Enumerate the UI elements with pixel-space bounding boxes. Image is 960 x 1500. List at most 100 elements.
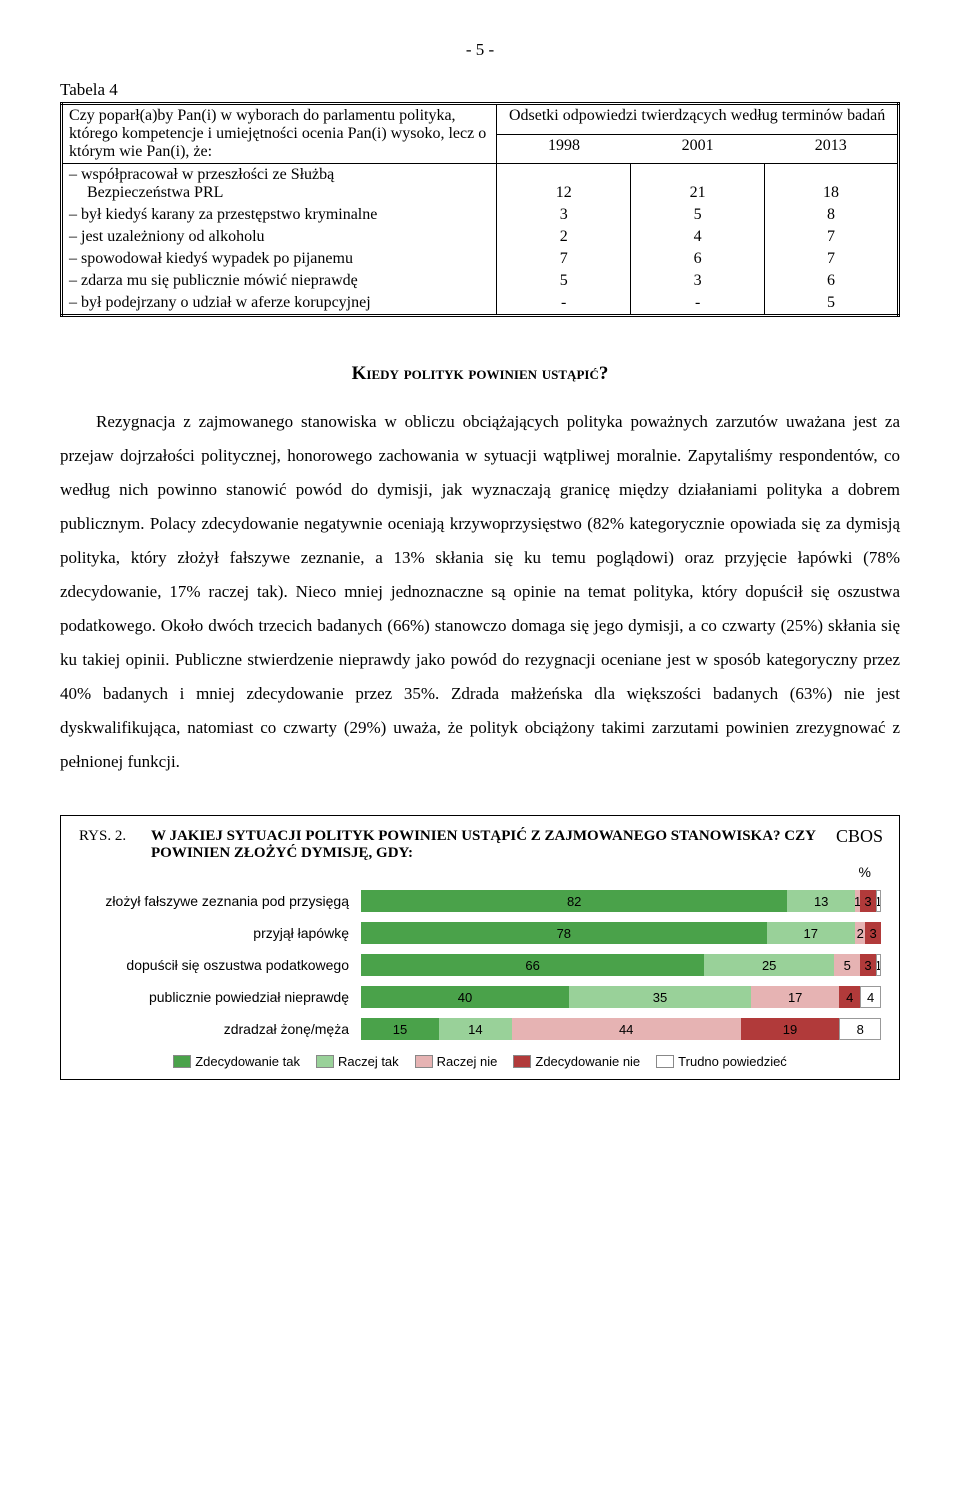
row-label: zdarza mu się publicznie mówić nieprawdę <box>62 270 497 292</box>
col-year-2: 2013 <box>765 134 899 163</box>
bar-segment: 66 <box>361 954 704 976</box>
legend-label: Raczej tak <box>338 1054 399 1069</box>
bar-segment: 1 <box>876 890 881 912</box>
bar-segment: 17 <box>751 986 839 1008</box>
prose-text: Rezygnacja z zajmowanego stanowiska w ob… <box>60 405 900 779</box>
bar-row: zdradzał żonę/męża151444198 <box>79 1018 881 1040</box>
bar-segment: 3 <box>860 954 876 976</box>
bar-track: 781723 <box>361 922 881 944</box>
bar-segment: 4 <box>839 986 860 1008</box>
bar-label: przyjął łapówkę <box>79 925 361 941</box>
bar-segment: 2 <box>855 922 865 944</box>
bar-row: dopuścił się oszustwa podatkowego6625531 <box>79 954 881 976</box>
bar-label: zdradzał żonę/męża <box>79 1021 361 1037</box>
bar-segment: 3 <box>860 890 876 912</box>
bar-segment: 44 <box>512 1018 741 1040</box>
legend-label: Trudno powiedzieć <box>678 1054 787 1069</box>
bar-segment: 14 <box>439 1018 512 1040</box>
row-label: spowodował kiedyś wypadek po pijanemu <box>62 248 497 270</box>
legend-label: Zdecydowanie tak <box>195 1054 300 1069</box>
col-year-1: 2001 <box>631 134 765 163</box>
cell: 4 <box>631 226 765 248</box>
cbos-brand: CBOS <box>836 826 883 847</box>
legend-swatch <box>316 1055 334 1068</box>
section-heading: Kiedy polityk powinien ustąpić? <box>60 363 900 385</box>
bar-segment: 40 <box>361 986 569 1008</box>
bar-segment: 19 <box>741 1018 840 1040</box>
cell: 5 <box>765 292 899 316</box>
table-row: jest uzależniony od alkoholu247 <box>62 226 899 248</box>
legend-item: Raczej tak <box>316 1054 399 1069</box>
cell: 3 <box>497 204 631 226</box>
legend-item: Zdecydowanie nie <box>513 1054 640 1069</box>
row-label: był kiedyś karany za przestępstwo krymin… <box>62 204 497 226</box>
table-row: był kiedyś karany za przestępstwo krymin… <box>62 204 899 226</box>
bar-segment: 4 <box>860 986 881 1008</box>
cell: 3 <box>631 270 765 292</box>
bar-track: 151444198 <box>361 1018 881 1040</box>
bar-segment: 5 <box>834 954 860 976</box>
stub-header: Czy poparł(a)by Pan(i) w wyborach do par… <box>62 104 497 164</box>
cell: 7 <box>497 248 631 270</box>
bar-segment: 8 <box>839 1018 881 1040</box>
table-row: współpracował w przeszłości ze SłużbąBez… <box>62 164 899 205</box>
legend-item: Zdecydowanie tak <box>173 1054 300 1069</box>
bar-segment: 78 <box>361 922 767 944</box>
cell: 7 <box>765 226 899 248</box>
cell: 5 <box>631 204 765 226</box>
rys-label: RYS. 2. <box>79 828 151 862</box>
span-header: Odsetki odpowiedzi twierdzących według t… <box>497 104 899 135</box>
legend-swatch <box>173 1055 191 1068</box>
bar-track: 40351744 <box>361 986 881 1008</box>
bar-label: publicznie powiedział nieprawdę <box>79 989 361 1005</box>
bar-row: złożył fałszywe zeznania pod przysięgą82… <box>79 890 881 912</box>
bar-track: 8213131 <box>361 890 881 912</box>
table-4: Czy poparł(a)by Pan(i) w wyborach do par… <box>60 102 900 317</box>
chart-title: W JAKIEJ SYTUACJI POLITYK POWINIEN USTĄP… <box>151 828 881 862</box>
cell: 7 <box>765 248 899 270</box>
row-label: był podejrzany o udział w aferze korupcy… <box>62 292 497 316</box>
cell: 18 <box>765 164 899 205</box>
cell: 6 <box>765 270 899 292</box>
cell: - <box>631 292 765 316</box>
bar-row: przyjął łapówkę781723 <box>79 922 881 944</box>
page-number: - 5 - <box>60 40 900 60</box>
bar-label: dopuścił się oszustwa podatkowego <box>79 957 361 973</box>
bar-segment: 13 <box>787 890 855 912</box>
cell: 5 <box>497 270 631 292</box>
cell: 2 <box>497 226 631 248</box>
table-row: spowodował kiedyś wypadek po pijanemu767 <box>62 248 899 270</box>
col-year-0: 1998 <box>497 134 631 163</box>
prose-block: Rezygnacja z zajmowanego stanowiska w ob… <box>60 405 900 779</box>
table-label: Tabela 4 <box>60 80 900 100</box>
cell: 12 <box>497 164 631 205</box>
legend-label: Zdecydowanie nie <box>535 1054 640 1069</box>
cell: 21 <box>631 164 765 205</box>
legend-swatch <box>656 1055 674 1068</box>
bar-segment: 1 <box>876 954 881 976</box>
legend-swatch <box>415 1055 433 1068</box>
cell: - <box>497 292 631 316</box>
bar-track: 6625531 <box>361 954 881 976</box>
chart-legend: Zdecydowanie tak Raczej tak Raczej nie Zdec… <box>79 1054 881 1069</box>
bar-segment: 82 <box>361 890 787 912</box>
bar-segment: 17 <box>767 922 855 944</box>
bar-segment: 15 <box>361 1018 439 1040</box>
cell: 6 <box>631 248 765 270</box>
bar-label: złożył fałszywe zeznania pod przysięgą <box>79 893 361 909</box>
table-row: był podejrzany o udział w aferze korupcy… <box>62 292 899 316</box>
bar-segment: 25 <box>704 954 834 976</box>
legend-swatch <box>513 1055 531 1068</box>
cell: 8 <box>765 204 899 226</box>
table-row: zdarza mu się publicznie mówić nieprawdę… <box>62 270 899 292</box>
legend-item: Trudno powiedzieć <box>656 1054 787 1069</box>
legend-item: Raczej nie <box>415 1054 498 1069</box>
row-label: jest uzależniony od alkoholu <box>62 226 497 248</box>
chart-box: CBOS RYS. 2. W JAKIEJ SYTUACJI POLITYK P… <box>60 815 900 1080</box>
bar-segment: 35 <box>569 986 751 1008</box>
row-label: współpracował w przeszłości ze SłużbąBez… <box>62 164 497 205</box>
pct-mark: % <box>79 864 871 880</box>
bar-row: publicznie powiedział nieprawdę40351744 <box>79 986 881 1008</box>
legend-label: Raczej nie <box>437 1054 498 1069</box>
bar-segment: 3 <box>865 922 881 944</box>
